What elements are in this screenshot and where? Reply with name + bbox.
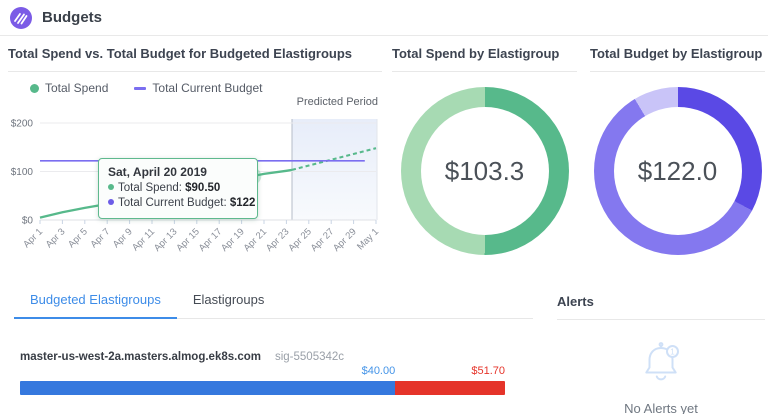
svg-text:Apr 17: Apr 17: [197, 226, 225, 254]
budget-legend-dash-icon: [134, 86, 147, 90]
donut-hole: $122.0: [613, 107, 742, 235]
svg-text:$0: $0: [22, 216, 34, 227]
total-spend-legend-dot-icon: [30, 83, 39, 93]
tooltip-spend-value: $90.50: [185, 182, 221, 194]
total-spend-donut-panel: Total Spend by Elastigroup $103.3: [392, 47, 577, 255]
panel-divider: [8, 71, 382, 72]
legend-label-total-current-budget: Total Current Budget: [152, 81, 263, 95]
total-budget-value: $122.0: [637, 155, 718, 186]
tooltip-total-spend-row: Total Spend: $90.50: [108, 181, 248, 196]
chart-tooltip: Sat, April 20 2019 Total Spend: $90.50 T…: [98, 158, 258, 219]
total-spend-donut: $103.3: [400, 87, 569, 255]
panel-divider: [392, 71, 577, 72]
tooltip-budget-row: Total Current Budget: $122: [108, 196, 255, 211]
tooltip-budget-label: Total Current Budget:: [118, 197, 227, 209]
budget-amount-label: $40.00: [361, 365, 396, 377]
spend-vs-budget-title: Total Spend vs. Total Budget for Budgete…: [8, 46, 353, 61]
tab-elastigroups[interactable]: Elastigroups: [192, 292, 265, 307]
svg-text:1: 1: [670, 348, 675, 357]
svg-text:Apr 15: Apr 15: [174, 226, 202, 254]
donut-hole: $103.3: [420, 107, 549, 235]
tabs-bar: Budgeted Elastigroups Elastigroups: [14, 283, 533, 319]
budget-bullet-icon: [108, 199, 114, 205]
predicted-period-label: Predicted Period: [296, 96, 378, 108]
tooltip-budget-value: $122: [229, 197, 256, 209]
svg-text:Apr 21: Apr 21: [242, 226, 270, 254]
budget-bar-labels: $40.00 $51.70: [20, 365, 505, 378]
tooltip-date: Sat, April 20 2019: [108, 165, 207, 179]
total-budget-donut-title: Total Budget by Elastigroup: [590, 46, 763, 61]
svg-text:Apr 5: Apr 5: [66, 226, 90, 250]
svg-text:Apr 7: Apr 7: [88, 226, 112, 250]
budget-bar-segment: [20, 381, 396, 395]
svg-text:Apr 25: Apr 25: [286, 226, 314, 254]
svg-text:Apr 13: Apr 13: [152, 226, 180, 254]
tab-budgeted-elastigroups[interactable]: Budgeted Elastigroups: [14, 283, 177, 319]
alerts-panel: Alerts 1 No Alerts yet: [557, 283, 765, 414]
page-title: Budgets: [42, 9, 102, 26]
spend-bullet-icon: [108, 184, 114, 190]
svg-text:Apr 29: Apr 29: [331, 226, 359, 254]
total-spend-donut-title: Total Spend by Elastigroup: [392, 46, 560, 61]
panel-divider: [557, 319, 765, 320]
svg-text:Apr 27: Apr 27: [309, 226, 337, 254]
budget-progress-bar[interactable]: [20, 381, 505, 395]
panel-divider: [590, 71, 765, 72]
svg-text:$200: $200: [11, 119, 34, 130]
overspend-bar-segment: [395, 381, 505, 395]
legend-item-total-current-budget[interactable]: Total Current Budget: [134, 81, 262, 95]
spot-logo-icon: [10, 6, 32, 29]
chart-legend: Total Spend Total Current Budget: [30, 81, 262, 95]
bell-icon: 1: [634, 336, 688, 395]
spend-vs-budget-panel: Total Spend vs. Total Budget for Budgete…: [8, 47, 382, 279]
elastigroup-sig: sig-5505342c: [274, 351, 345, 363]
svg-text:Apr 1: Apr 1: [21, 226, 45, 250]
page-header: Budgets: [0, 0, 768, 36]
legend-item-total-spend[interactable]: Total Spend: [30, 81, 108, 95]
total-budget-donut-panel: Total Budget by Elastigroup $122.0: [590, 47, 765, 255]
svg-text:Apr 19: Apr 19: [219, 226, 247, 254]
svg-text:Apr 23: Apr 23: [264, 226, 292, 254]
elastigroups-section: Budgeted Elastigroups Elastigroups maste…: [0, 283, 533, 395]
tooltip-spend-label: Total Spend:: [118, 182, 182, 194]
total-spend-value: $103.3: [444, 155, 525, 186]
svg-text:May 1: May 1: [355, 226, 381, 252]
budget-bar-area: $40.00 $51.70: [20, 365, 505, 395]
spend-amount-label: $51.70: [471, 365, 505, 377]
svg-text:Apr 11: Apr 11: [130, 226, 157, 253]
elastigroup-row: master-us-west-2a.masters.almog.ek8s.com…: [20, 351, 533, 363]
legend-label-total-spend: Total Spend: [45, 81, 109, 95]
alerts-title: Alerts: [557, 294, 594, 309]
svg-text:$100: $100: [11, 167, 34, 178]
svg-text:Apr 3: Apr 3: [44, 226, 68, 250]
total-budget-donut: $122.0: [593, 87, 762, 255]
no-alerts-text: No Alerts yet: [624, 401, 698, 414]
elastigroup-name[interactable]: master-us-west-2a.masters.almog.ek8s.com: [20, 351, 261, 363]
